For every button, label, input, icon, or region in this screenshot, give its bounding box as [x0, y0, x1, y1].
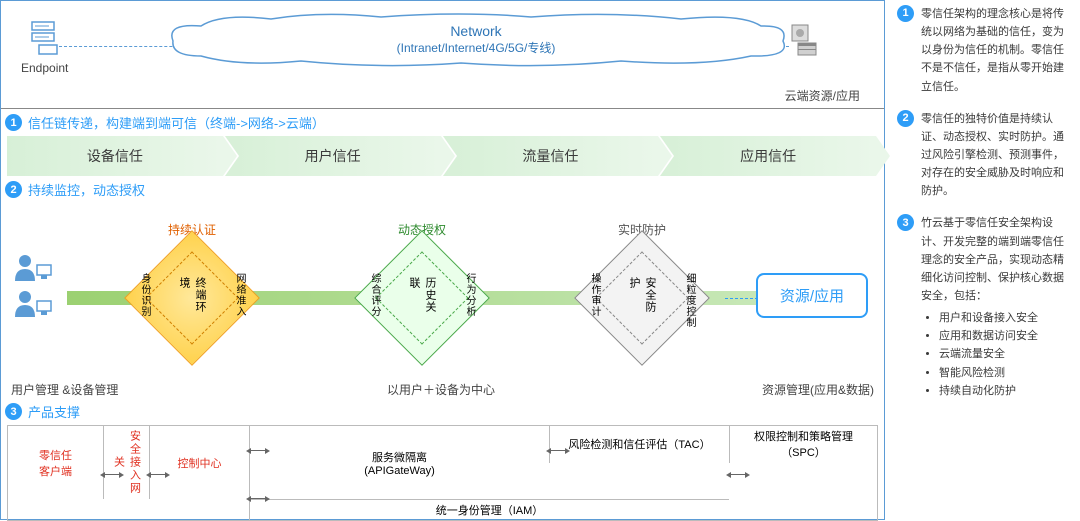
note1-badge: 1: [897, 5, 914, 22]
stage2-right: 行为分析: [462, 273, 477, 317]
dblarr2: [151, 474, 165, 475]
prod-tac: 风险检测和信任评估（TAC）: [549, 426, 729, 463]
resource-box: 资源/应用: [756, 273, 868, 318]
stage1-right: 网络准入: [232, 273, 247, 317]
note1-text: 零信任架构的理念核心是将传统以网络为基础的信任，变为以身份为信任的机制。零信任不…: [921, 5, 1072, 96]
dblarr4: [251, 498, 265, 499]
note-2: 2 零信任的独特价值是持续认证、动态授权、实时防护。通过风险引擎检测、预测事件，…: [897, 110, 1072, 201]
server-icon: [788, 23, 824, 62]
dblarr6: [731, 474, 745, 475]
diagram-main: Endpoint Network (Intranet/Internet/4G/5…: [0, 0, 885, 520]
stage2-left: 综合评分: [367, 273, 382, 317]
stage3-core: 安全防护: [621, 277, 663, 319]
section2-title: 持续监控，动态授权: [28, 180, 145, 199]
note3-text: 竹云基于零信任安全架构设计、开发完整的端到端零信任理念的安全产品，实现动态精细化…: [921, 217, 1064, 302]
note2-text: 零信任的独特价值是持续认证、动态授权、实时防护。通过风险引擎检测、预测事件，对存…: [921, 110, 1072, 201]
note3-li4: 持续自动化防护: [939, 382, 1072, 400]
note3-li2: 云端流量安全: [939, 345, 1072, 363]
badge-2: 2: [5, 181, 22, 198]
side-notes: 1 零信任架构的理念核心是将传统以网络为基础的信任，变为以身份为信任的机制。零信…: [885, 0, 1080, 520]
section3-header: 3 产品支撑: [1, 398, 884, 425]
product-grid: 零信任 客户端 安全接入网关 控制中心 风险检测和信任评估（TAC） 权限控制和…: [7, 425, 878, 521]
network-band: Endpoint Network (Intranet/Internet/4G/5…: [1, 1, 884, 109]
endpoint-icon: [31, 21, 63, 58]
note3-li1: 应用和数据访问安全: [939, 327, 1072, 345]
note-3: 3 竹云基于零信任安全架构设计、开发完整的端到端零信任理念的安全产品，实现动态精…: [897, 214, 1072, 399]
prod-control: 控制中心: [149, 426, 249, 499]
chevron-row: 设备信任 用户信任 流量信任 应用信任: [7, 136, 878, 176]
endpoint-label: Endpoint: [21, 61, 68, 75]
badge-3: 3: [5, 403, 22, 420]
prod-gateway: 安全接入网关: [103, 426, 149, 499]
cloud-text: Network (Intranet/Internet/4G/5G/专线): [161, 23, 791, 56]
dblarr1: [105, 474, 119, 475]
cloud-sub: (Intranet/Internet/4G/5G/专线): [161, 39, 791, 56]
note2-badge: 2: [897, 110, 914, 127]
prod-client: 零信任 客户端: [8, 426, 103, 499]
cloud-shape: Network (Intranet/Internet/4G/5G/专线): [161, 11, 791, 71]
stage3-left: 操作审计: [587, 273, 602, 317]
stage-auth: 持续认证 终端环境 身份识别 网络准入: [117, 223, 267, 373]
flow-label-left: 用户管理 &设备管理: [11, 381, 118, 398]
prod-apigw: 服务微隔离 (APIGateWay): [249, 426, 549, 499]
chev-app: 应用信任: [660, 136, 876, 176]
dblarr3: [251, 450, 265, 451]
stage3-right: 细粒度控制: [682, 273, 697, 328]
chev-traffic: 流量信任: [443, 136, 659, 176]
dblarr5: [551, 450, 565, 451]
prod-spc: 权限控制和策略管理（SPC）: [729, 426, 877, 463]
section2-header: 2 持续监控，动态授权: [1, 176, 884, 203]
section1-header: 1 信任链传递，构建端到端可信（终端->网络->云端）: [1, 109, 884, 136]
flow-label-mid: 以用户＋设备为中心: [387, 381, 495, 398]
note3-li3: 智能风险检测: [939, 364, 1072, 382]
stage2-core: 历史关联: [401, 277, 443, 319]
badge-1: 1: [5, 114, 22, 131]
stage1-left: 身份识别: [137, 273, 152, 317]
stage-authz: 动态授权 历史关联 综合评分 行为分析: [347, 223, 497, 373]
section3-title: 产品支撑: [28, 402, 80, 421]
cloud-title: Network: [161, 23, 791, 39]
note3-list: 用户和设备接入安全 应用和数据访问安全 云端流量安全 智能风险检测 持续自动化防…: [921, 309, 1072, 400]
prod-iam: 统一身份管理（IAM）: [249, 499, 729, 520]
chev-device: 设备信任: [7, 136, 223, 176]
note3-li0: 用户和设备接入安全: [939, 309, 1072, 327]
section1-title: 信任链传递，构建端到端可信（终端->网络->云端）: [28, 113, 325, 132]
note3-body: 竹云基于零信任安全架构设计、开发完整的端到端零信任理念的安全产品，实现动态精细化…: [921, 214, 1072, 399]
flow-label-right: 资源管理(应用&数据): [762, 381, 874, 398]
users-icon: [13, 247, 53, 325]
chev-user: 用户信任: [225, 136, 441, 176]
note-1: 1 零信任架构的理念核心是将传统以网络为基础的信任，变为以身份为信任的机制。零信…: [897, 5, 1072, 96]
server-label: 云端资源/应用: [785, 87, 860, 104]
note3-badge: 3: [897, 214, 914, 231]
stage-protect: 实时防护 安全防护 操作审计 细粒度控制: [567, 223, 717, 373]
flow-area: 持续认证 终端环境 身份识别 网络准入 动态授权 历史关联 综合评分 行为分析 …: [7, 203, 878, 398]
stage1-core: 终端环境: [171, 277, 213, 319]
